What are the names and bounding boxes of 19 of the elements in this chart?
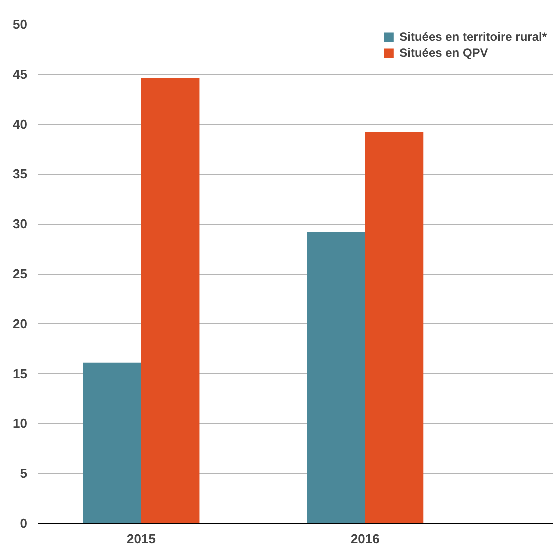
y-tick-label: 30 bbox=[13, 216, 28, 232]
y-tick-label: 25 bbox=[13, 266, 28, 282]
y-tick-label: 15 bbox=[13, 366, 28, 382]
x-tick-label: 2015 bbox=[127, 532, 156, 546]
bar bbox=[307, 232, 366, 524]
y-tick-label: 20 bbox=[13, 316, 28, 332]
legend-label: Situées en territoire rural* bbox=[400, 30, 547, 44]
y-tick-label: 10 bbox=[13, 416, 28, 432]
x-tick-label: 2016 bbox=[350, 532, 380, 546]
y-tick-label: 40 bbox=[13, 116, 28, 132]
bar bbox=[83, 362, 142, 524]
legend-label: Situées en QPV bbox=[400, 46, 488, 60]
bar bbox=[142, 78, 200, 524]
y-tick-label: 35 bbox=[13, 166, 28, 182]
bar bbox=[365, 132, 424, 524]
y-tick-label: 0 bbox=[20, 516, 28, 531]
y-tick-label: 50 bbox=[13, 17, 28, 32]
y-tick-label: 45 bbox=[13, 66, 28, 82]
y-tick-label: 5 bbox=[20, 466, 28, 482]
